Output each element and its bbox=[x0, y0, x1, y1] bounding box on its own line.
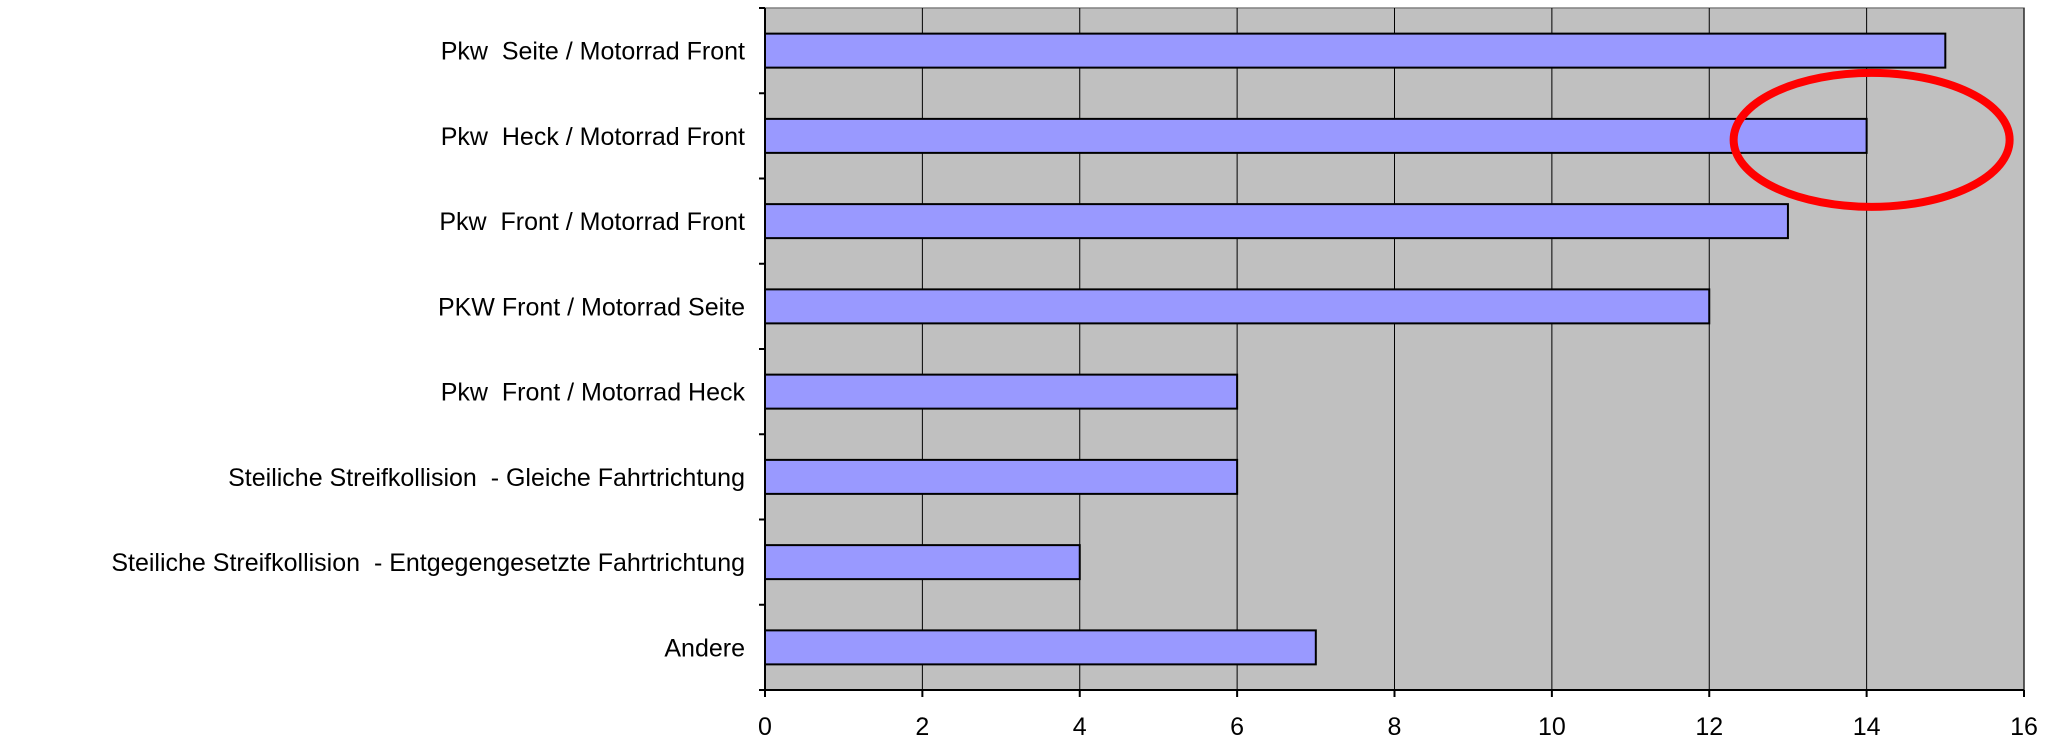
x-tick-label-6: 6 bbox=[1230, 713, 1244, 741]
bar-5 bbox=[764, 458, 1239, 495]
axes bbox=[759, 7, 2025, 697]
category-label-1: Pkw Heck / Motorrad Front bbox=[441, 123, 745, 151]
category-label-5: Steiliche Streifkollision - Gleiche Fahr… bbox=[228, 464, 745, 492]
x-tick-label-12: 12 bbox=[1695, 713, 1723, 741]
category-labels: Pkw Seite / Motorrad Front Pkw Heck / Mot… bbox=[111, 38, 745, 663]
x-tick-label-14: 14 bbox=[1853, 713, 1881, 741]
bar-6 bbox=[764, 544, 1081, 581]
x-tick-label-0: 0 bbox=[758, 713, 772, 741]
category-label-0: Pkw Seite / Motorrad Front bbox=[441, 38, 745, 66]
bar-7 bbox=[764, 629, 1317, 666]
bar-1 bbox=[764, 117, 1868, 154]
bars bbox=[764, 32, 1947, 666]
category-label-7: Andere bbox=[664, 634, 745, 662]
x-tick-label-4: 4 bbox=[1073, 713, 1087, 741]
bar-2 bbox=[764, 203, 1789, 240]
x-tick-label-2: 2 bbox=[915, 713, 929, 741]
x-tick-labels: 0 2 4 6 8 10 12 14 16 bbox=[758, 713, 2038, 741]
x-tick-label-16: 16 bbox=[2010, 713, 2038, 741]
annotations bbox=[1729, 68, 2014, 211]
highlight-ellipse bbox=[1729, 68, 2014, 211]
category-label-3: PKW Front / Motorrad Seite bbox=[438, 293, 745, 321]
bar-0 bbox=[764, 32, 1947, 69]
category-label-2: Pkw Front / Motorrad Front bbox=[439, 208, 745, 236]
category-label-6: Steiliche Streifkollision - Entgegengese… bbox=[111, 549, 745, 577]
bar-3 bbox=[764, 288, 1711, 325]
x-tick-label-10: 10 bbox=[1538, 713, 1566, 741]
category-label-4: Pkw Front / Motorrad Heck bbox=[441, 379, 746, 407]
bar-4 bbox=[764, 373, 1239, 410]
x-tick-label-8: 8 bbox=[1388, 713, 1402, 741]
